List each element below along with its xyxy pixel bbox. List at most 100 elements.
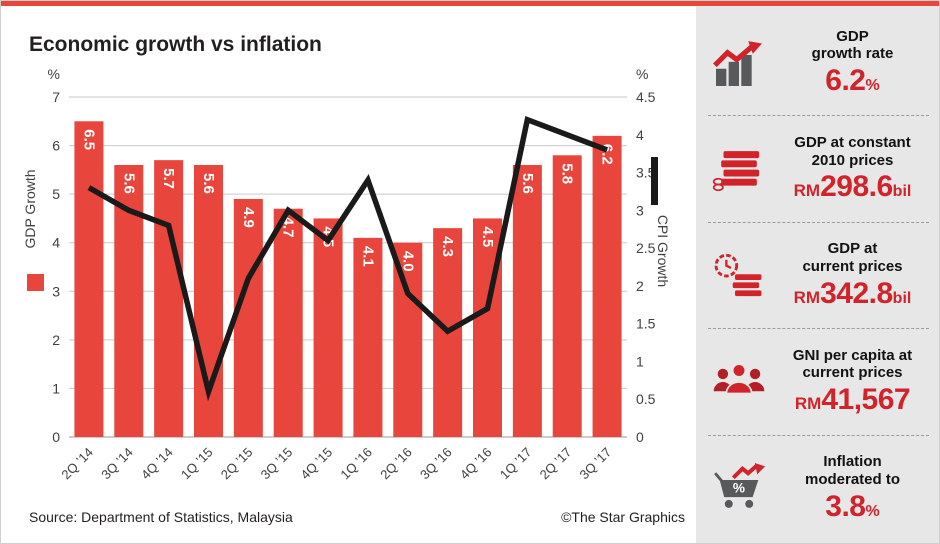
gdp-bar: [74, 121, 104, 438]
gdp-bar-value-label: 5.8: [559, 163, 576, 184]
stats-sidebar: GDP growth rate 6.2% GDP at constant 2010 …: [696, 6, 939, 543]
x-axis-label: 2Q ’15: [218, 445, 256, 483]
stat-label: GDP at constant 2010 prices: [794, 133, 911, 169]
card-text: GDP growth rate 6.2%: [776, 28, 929, 98]
gdp-bar: [552, 155, 582, 437]
left-axis-tick: 4: [52, 235, 60, 251]
stat-value-prefix: RM: [793, 287, 821, 307]
card-text: GDP at current prices RM342.8bil: [776, 240, 929, 310]
stat-label: GDP growth rate: [811, 27, 894, 63]
x-axis-label: 4Q ’15: [297, 445, 335, 483]
sidebar-stat-card: GDP at constant 2010 prices RM298.6bil: [708, 116, 929, 223]
cart-percent-icon: %: [708, 463, 770, 513]
left-axis-title: GDP Growth: [22, 169, 38, 248]
gdp-bar: [313, 218, 343, 437]
gdp-bar-value-label: 4.0: [399, 251, 416, 272]
gdp-bar: [512, 165, 542, 437]
x-axis-label: 4Q ’14: [138, 445, 176, 483]
stat-value: RM298.6bil: [776, 170, 929, 204]
stat-value-prefix: RM: [793, 181, 821, 201]
stat-value: RM342.8bil: [776, 277, 929, 311]
right-axis-tick: 2.5: [636, 240, 656, 256]
stat-value-number: 3.8: [825, 489, 866, 523]
stat-value-suffix: bil: [892, 183, 912, 201]
source-note: Source: Department of Statistics, Malays…: [29, 509, 293, 525]
left-axis-tick: 1: [52, 380, 60, 396]
x-axis-label: 4Q ’16: [457, 445, 495, 483]
card-text: GNI per capita at current prices RM41,567: [776, 347, 929, 417]
right-axis-tick: 1: [636, 353, 644, 369]
stat-value-number: 6.2: [825, 63, 866, 97]
stat-value-number: 298.6: [820, 170, 893, 204]
right-axis-tick: 3: [636, 202, 644, 218]
left-axis-unit: %: [48, 66, 60, 82]
right-axis-tick: 4: [636, 127, 644, 143]
gdp-bar: [393, 242, 423, 437]
left-axis-tick: 2: [52, 332, 60, 348]
left-axis-tick: 3: [52, 283, 60, 299]
cpi-legend-swatch: [651, 157, 658, 205]
stat-value-suffix: bil: [892, 289, 912, 307]
bar-chart-up-arrow-icon: [708, 40, 770, 86]
cpi-line: [87, 115, 609, 402]
left-axis-tick: 0: [52, 429, 60, 445]
gdp-bar-value-label: 4.3: [439, 236, 456, 257]
x-axis-label: 3Q ’15: [258, 445, 296, 483]
x-axis-label: 2Q ’14: [58, 445, 96, 483]
top-red-rule: [1, 1, 939, 6]
gdp-cpi-chart: 0 1 2 3 4 5 6 7 0 0.5 1 1.5 2 2.5 3 3.5 4 4.5% % 6.5 2Q ’14 5…: [22, 66, 671, 483]
stat-value-suffix: %: [865, 502, 880, 520]
gdp-bar: [353, 237, 383, 437]
stat-value: 6.2%: [776, 64, 929, 98]
stat-value-prefix: RM: [794, 394, 822, 414]
right-axis-tick: 0: [636, 429, 644, 445]
gdp-bar-value-label: 4.1: [359, 246, 376, 267]
gdp-bar-value-label: 6.5: [80, 129, 97, 150]
gdp-bar-value-label: 5.6: [519, 173, 536, 194]
stat-value-number: 41,567: [821, 383, 911, 417]
gdp-bar-value-label: 5.6: [120, 173, 137, 194]
gdp-bar-value-label: 5.6: [200, 173, 217, 194]
gdp-bar: [154, 160, 184, 437]
sidebar-stat-card: GDP at current prices RM342.8bil: [708, 223, 929, 330]
card-text: GDP at constant 2010 prices RM298.6bil: [776, 134, 929, 204]
page-title: Economic growth vs inflation: [29, 33, 322, 57]
right-axis-tick: 4.5: [636, 89, 656, 105]
right-axis-tick: 1.5: [636, 316, 656, 332]
x-axis-label: 2Q ’16: [377, 445, 415, 483]
stat-label: Inflation moderated to: [804, 453, 900, 488]
gdp-bar: [273, 208, 303, 437]
x-axis-label: 3Q ’17: [576, 445, 614, 483]
left-axis-tick: 6: [52, 138, 60, 154]
right-axis-tick: 0.5: [636, 391, 656, 407]
x-axis-label: 3Q ’16: [417, 445, 455, 483]
graphics-credit: ©The Star Graphics: [561, 509, 685, 525]
people-icon: [708, 359, 770, 405]
sidebar-stat-card: % Inflation moderated to 3.8%: [708, 436, 929, 541]
clock-money-icon: [708, 253, 770, 299]
gdp-legend-swatch: [27, 274, 44, 291]
x-axis-label: 1Q ’17: [497, 445, 535, 483]
stat-label: GNI per capita at current prices: [792, 346, 913, 382]
gdp-bar-value-label: 5.7: [160, 168, 177, 189]
x-axis-label: 2Q ’17: [537, 445, 575, 483]
stat-value-suffix: %: [865, 76, 880, 94]
gdp-bar-value-label: 4.5: [479, 226, 496, 247]
gdp-bar-value-label: 4.9: [240, 207, 257, 228]
sidebar-stat-card: GNI per capita at current prices RM41,567: [708, 329, 929, 436]
sidebar-stat-card: GDP growth rate 6.2%: [708, 10, 929, 117]
left-axis-tick: 5: [52, 186, 60, 202]
x-axis-label: 1Q ’16: [337, 445, 375, 483]
money-stack-icon: [708, 146, 770, 192]
x-axis-label: 1Q ’15: [178, 445, 216, 483]
right-axis-tick: 3.5: [636, 165, 656, 181]
x-axis-label: 3Q ’14: [98, 445, 136, 483]
gdp-bar: [592, 135, 622, 437]
right-axis-unit: %: [636, 66, 648, 82]
gdp-bar: [233, 199, 263, 437]
svg-text:%: %: [733, 481, 745, 496]
card-text: Inflation moderated to 3.8%: [776, 453, 929, 523]
stat-label: GDP at current prices: [802, 240, 903, 276]
right-axis-title: CPI Growth: [655, 215, 671, 287]
stat-value-number: 342.8: [820, 276, 893, 310]
